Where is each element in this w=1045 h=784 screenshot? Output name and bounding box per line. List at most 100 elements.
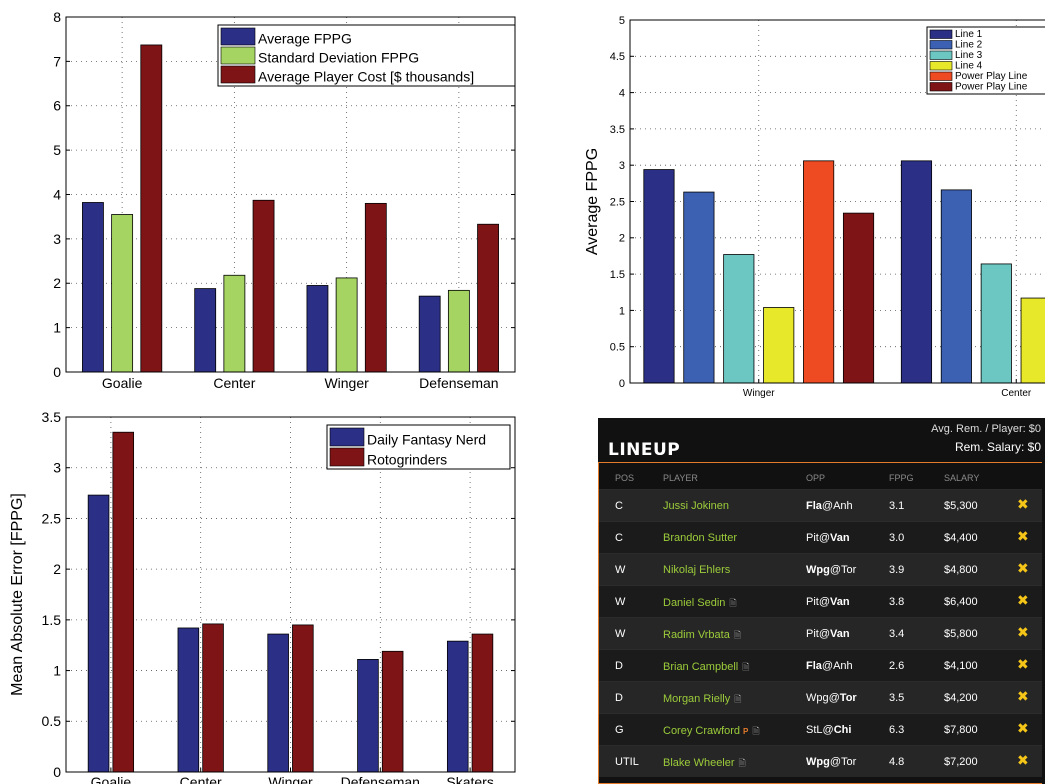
team-home: Van	[830, 596, 850, 608]
col-fppg: FPPG	[889, 473, 914, 483]
avg-remaining-per-player: Avg. Rem. / Player: $0	[931, 423, 1041, 435]
row-salary: $7,800	[944, 724, 978, 736]
legend-label: Standard Deviation FPPG	[258, 50, 419, 66]
row-opponent: Pit@Van	[806, 628, 850, 640]
player-name-link[interactable]: Brandon Sutter	[663, 532, 737, 544]
lineup-row: UTIL Blake Wheeler 🗎 Wpg@Tor 4.8 $7,200 ✖	[599, 745, 1042, 777]
y-tick-label: 8	[53, 9, 61, 25]
y-tick-label: 3.5	[42, 409, 62, 425]
player-name-link[interactable]: Radim Vrbata	[663, 629, 730, 641]
remove-player-icon[interactable]: ✖	[1017, 529, 1029, 545]
at-separator: @	[829, 564, 841, 576]
x-tick-label: Winger	[743, 388, 775, 399]
row-salary: $4,200	[944, 692, 978, 704]
remove-player-icon[interactable]: ✖	[1017, 753, 1029, 769]
team-away: Wpg	[806, 692, 829, 704]
at-separator: @	[829, 756, 841, 768]
row-fppg: 3.4	[889, 628, 905, 640]
row-fppg: 3.8	[889, 596, 905, 608]
x-tick-label: Goalie	[91, 774, 132, 784]
player-name-link[interactable]: Blake Wheeler	[663, 757, 735, 769]
news-document-icon[interactable]: 🗎	[733, 631, 742, 641]
bar	[357, 659, 379, 773]
news-document-icon[interactable]: 🗎	[734, 695, 742, 705]
news-document-icon[interactable]: 🗎	[738, 759, 746, 769]
news-document-icon[interactable]: 🗎	[742, 663, 750, 673]
row-fppg: 3.1	[889, 500, 905, 512]
news-document-icon[interactable]: 🗎	[752, 727, 760, 737]
y-tick-label: 2	[53, 275, 61, 291]
lineup-panel: LINEUP Avg. Rem. / Player: $0 Rem. Salar…	[598, 418, 1045, 784]
remove-player-icon[interactable]: ✖	[1017, 657, 1029, 673]
row-opponent: StL@Chi	[806, 724, 851, 736]
remove-player-icon[interactable]: ✖	[1017, 497, 1029, 513]
legend-swatch	[329, 447, 365, 467]
legend-label: Line 4	[955, 61, 983, 72]
remove-player-icon[interactable]: ✖	[1017, 689, 1029, 705]
y-tick-label: 0	[619, 378, 625, 390]
team-away: Pit	[806, 532, 819, 544]
legend-swatch	[329, 427, 365, 447]
row-player: Daniel Sedin 🗎	[663, 596, 737, 612]
row-fppg: 6.3	[889, 724, 905, 736]
row-salary: $5,300	[944, 500, 978, 512]
at-separator: @	[818, 532, 831, 544]
row-fppg: 4.8	[889, 756, 905, 768]
row-player: Corey Crawford P 🗎	[663, 724, 760, 740]
bar	[643, 169, 675, 384]
bar	[842, 212, 875, 384]
y-tick-label: 2.5	[610, 196, 625, 208]
legend-swatch	[929, 71, 953, 81]
bar	[292, 624, 314, 773]
legend-swatch	[929, 61, 953, 71]
row-player: Blake Wheeler 🗎	[663, 756, 746, 772]
player-name-link[interactable]: Morgan Rielly	[663, 693, 731, 705]
remove-player-icon[interactable]: ✖	[1017, 561, 1029, 577]
y-tick-label: 0	[53, 764, 61, 780]
lineup-header: LINEUP Avg. Rem. / Player: $0 Rem. Salar…	[598, 418, 1045, 462]
team-away: Fla	[806, 500, 822, 512]
player-name-link[interactable]: Jussi Jokinen	[663, 500, 730, 512]
row-position: W	[615, 596, 626, 608]
at-separator: @	[818, 596, 831, 608]
remove-player-icon[interactable]: ✖	[1017, 721, 1029, 737]
y-tick-label: 2	[53, 561, 61, 577]
legend-label: Average Player Cost [$ thousands]	[258, 69, 474, 85]
row-fppg: 3.0	[889, 532, 905, 544]
player-name-link[interactable]: Brian Campbell	[663, 661, 739, 673]
legend-swatch	[929, 82, 953, 92]
row-player: Morgan Rielly 🗎	[663, 692, 742, 708]
axes-box	[65, 416, 516, 773]
bar	[477, 223, 499, 373]
row-position: W	[615, 564, 626, 576]
remove-player-icon[interactable]: ✖	[1017, 593, 1029, 609]
bar	[723, 254, 755, 384]
row-opponent: Pit@Van	[806, 532, 850, 544]
news-document-icon[interactable]: 🗎	[729, 599, 737, 609]
player-name-link[interactable]: Corey Crawford	[663, 725, 741, 737]
bar	[112, 431, 135, 773]
col-opp: OPP	[806, 473, 826, 483]
col-pos: POS	[615, 473, 635, 483]
player-name-link[interactable]: Daniel Sedin	[663, 597, 726, 609]
lineup-row: W Nikolaj Ehlers Wpg@Tor 3.9 $4,800 ✖	[599, 553, 1042, 585]
bar	[447, 289, 470, 373]
bar	[471, 633, 494, 773]
row-salary: $6,400	[944, 596, 978, 608]
row-position: G	[615, 724, 624, 736]
bar	[306, 285, 329, 373]
row-opponent: Wpg@Tor	[806, 756, 856, 768]
mean-absolute-error-chart: 0 0.5 1 1.5 2 2.5 3 3.5 Goalie Center Winger Defens…	[9, 409, 516, 784]
y-tick-label: 0	[53, 364, 61, 380]
bar	[900, 160, 933, 384]
team-away: Fla	[806, 660, 822, 672]
row-fppg: 3.9	[889, 564, 905, 576]
player-name-link[interactable]: Nikolaj Ehlers	[663, 564, 731, 576]
remove-player-icon[interactable]: ✖	[1017, 625, 1029, 641]
y-tick-label: 2.5	[42, 510, 62, 526]
y-tick-label: 1	[53, 320, 61, 336]
x-tick-label: Winger	[324, 375, 369, 391]
legend-label: Average FPPG	[258, 31, 352, 47]
lineup-row: C Brandon Sutter Pit@Van 3.0 $4,400 ✖	[599, 521, 1042, 553]
team-home: Anh	[833, 660, 853, 672]
